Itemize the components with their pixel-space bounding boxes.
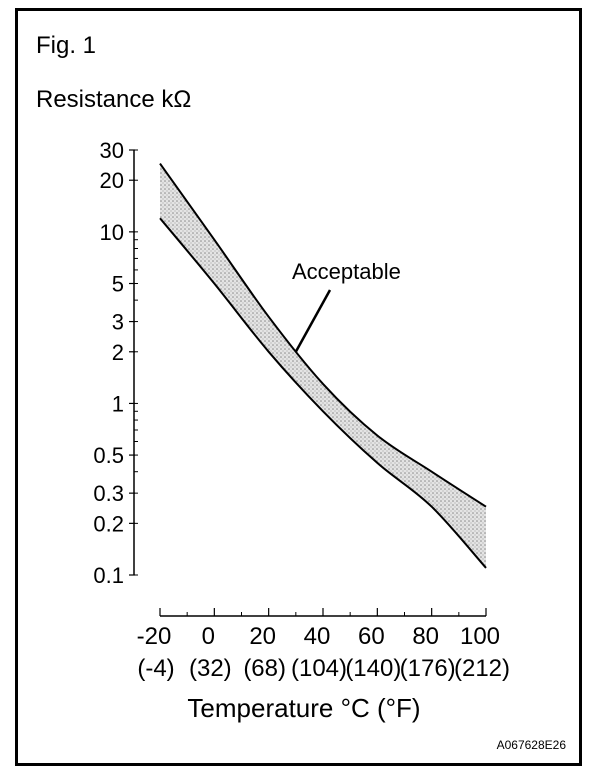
acceptable-band-fill: [160, 163, 486, 568]
annotation-leader-line: [294, 289, 332, 353]
x-tick-label-fahrenheit: (104): [291, 655, 347, 682]
y-tick-label: 0.3: [93, 481, 124, 506]
y-tick-label: 2: [112, 340, 124, 365]
x-tick-label: 0: [202, 623, 215, 650]
upper-limit-curve: [159, 163, 487, 508]
y-tick-label: 10: [100, 220, 124, 245]
x-tick-label: -20: [137, 623, 172, 650]
y-axis-label: Resistance kΩ: [36, 86, 192, 113]
figure-frame: [15, 8, 582, 766]
x-tick-label-fahrenheit: (-4): [137, 655, 174, 682]
x-axis-label: Temperature °C (°F): [187, 693, 421, 723]
lower-limit-curve: [159, 217, 487, 569]
annotation-acceptable: Acceptable: [292, 259, 401, 284]
y-tick-label: 0.2: [93, 511, 124, 536]
x-tick-label: 100: [460, 623, 500, 650]
x-tick-label-fahrenheit: (212): [454, 655, 510, 682]
y-tick-label: 20: [100, 168, 124, 193]
x-tick-label: 80: [412, 623, 439, 650]
y-tick-label: 0.1: [93, 563, 124, 588]
y-tick-label: 3: [112, 310, 124, 335]
x-tick-label-fahrenheit: (68): [243, 655, 286, 682]
y-tick-label: 1: [112, 391, 124, 416]
y-tick-label: 0.5: [93, 443, 124, 468]
x-tick-label: 40: [304, 623, 331, 650]
y-tick-label: 30: [100, 138, 124, 163]
x-tick-label: 60: [358, 623, 385, 650]
image-code: A067628E26: [496, 738, 566, 752]
x-tick-label: 20: [249, 623, 276, 650]
figure-label: Fig. 1: [36, 32, 97, 59]
x-tick-label-fahrenheit: (32): [189, 655, 232, 682]
x-tick-label-fahrenheit: (140): [345, 655, 401, 682]
x-tick-label-fahrenheit: (176): [400, 655, 456, 682]
y-tick-label: 5: [112, 272, 124, 297]
